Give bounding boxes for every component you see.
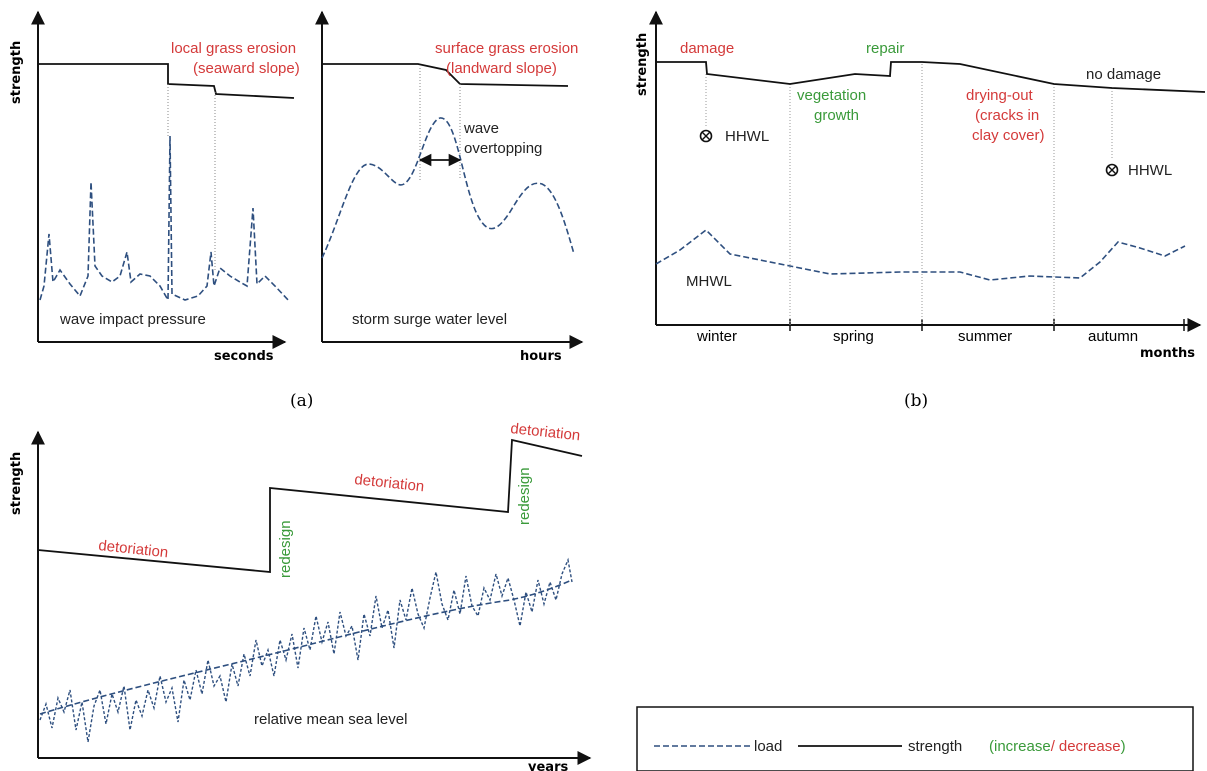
- panel-b: strength months winter spring summer aut…: [635, 10, 1206, 361]
- season-dividers: [705, 64, 1113, 325]
- annotation-line2: (seaward slope): [193, 60, 300, 77]
- y-axis-label: strength: [635, 33, 650, 96]
- hhwl-label-2: HHWL: [1128, 162, 1172, 179]
- detoriation-label-1: detoriation: [98, 537, 169, 561]
- load-line-trend: [39, 579, 573, 715]
- strength-line: [656, 61, 1206, 93]
- caption-a: (a): [290, 391, 313, 411]
- strength-line: [322, 63, 569, 87]
- strength-line: [38, 63, 295, 99]
- detoriation-label-3: detoriation: [510, 420, 581, 444]
- redesign-label-1: redesign: [277, 520, 294, 578]
- load-line-wave-impact-pressure: [39, 135, 291, 303]
- load-line-relative-mean-sea-level: [39, 557, 573, 743]
- no-damage-label: no damage: [1086, 66, 1161, 83]
- mhwl-label: MHWL: [686, 273, 732, 290]
- load-label: relative mean sea level: [254, 711, 407, 728]
- legend-strength-label: strength: [908, 738, 962, 755]
- hhwl-label-1: HHWL: [725, 128, 769, 145]
- damage-label: damage: [680, 40, 734, 57]
- vegetation-line1: vegetation: [797, 87, 866, 104]
- y-axis-label: strength: [9, 41, 24, 104]
- hhwl-marker-winter: [699, 129, 713, 143]
- drying-line1: drying-out: [966, 87, 1034, 104]
- drying-line3: clay cover): [972, 127, 1045, 144]
- season-label-winter: winter: [696, 328, 737, 345]
- x-axis-label: years: [528, 760, 568, 771]
- repair-label: repair: [866, 40, 904, 57]
- annotation-line1: surface grass erosion: [435, 40, 578, 57]
- panel-c: strength years detoriation detoriation d…: [9, 420, 592, 771]
- overtopping-line1: wave: [463, 120, 499, 137]
- strength-line: [37, 438, 583, 573]
- hhwl-marker-autumn: [1105, 163, 1119, 177]
- y-axis-label: strength: [9, 452, 24, 515]
- panel-a-left: strength seconds local grass erosion (se…: [9, 10, 300, 364]
- season-label-autumn: autumn: [1088, 328, 1138, 345]
- annotation-line1: local grass erosion: [171, 40, 296, 57]
- x-axis-label: seconds: [214, 349, 274, 364]
- legend: load strength (increase/decrease): [636, 706, 1194, 771]
- load-line: [655, 228, 1186, 281]
- load-label: storm surge water level: [352, 311, 507, 328]
- panel-a-right: hours surface grass erosion (landward sl…: [315, 10, 584, 364]
- overtopping-line2: overtopping: [464, 140, 542, 157]
- legend-load-label: load: [754, 738, 782, 755]
- legend-box: [636, 706, 1194, 771]
- x-axis-label: months: [1140, 346, 1195, 361]
- load-label: wave impact pressure: [59, 311, 206, 328]
- load-line-storm-surge-water-level: [321, 117, 575, 259]
- annotation-line2: (landward slope): [446, 60, 557, 77]
- vegetation-line2: growth: [814, 107, 859, 124]
- season-label-summer: summer: [958, 328, 1012, 345]
- x-axis-label: hours: [520, 349, 562, 364]
- drying-line2: (cracks in: [975, 107, 1039, 124]
- legend-increase-decrease: (increase/decrease): [989, 738, 1126, 755]
- redesign-label-2: redesign: [516, 467, 533, 525]
- caption-b: (b): [904, 391, 928, 411]
- season-label-spring: spring: [833, 328, 874, 345]
- detoriation-label-2: detoriation: [354, 471, 425, 495]
